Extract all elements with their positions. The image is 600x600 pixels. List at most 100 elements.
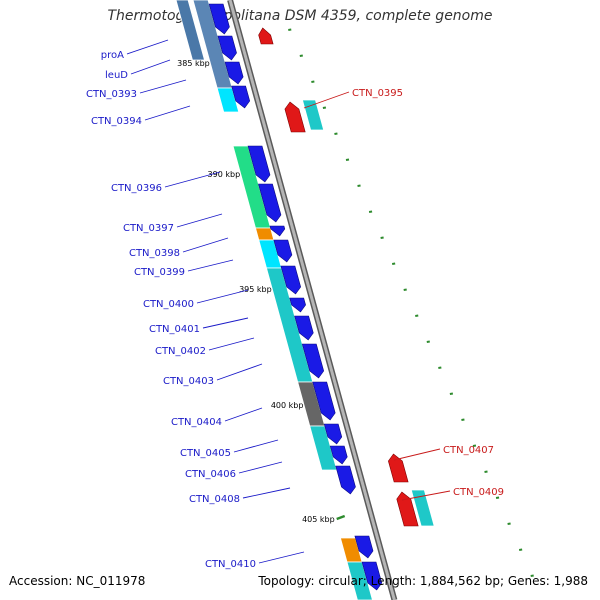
forward-gene-label: CTN_0406 — [185, 461, 283, 480]
reverse-cds-arrow — [258, 27, 274, 45]
plot-dash — [380, 236, 384, 239]
tick-label: 385 kbp — [177, 59, 210, 68]
gene-label-text: CTN_0402 — [155, 346, 206, 357]
gene-label-text: CTN_0403 — [163, 376, 214, 387]
gene-label-leader — [139, 79, 187, 94]
forward-gene-label: CTN_0399 — [134, 259, 234, 278]
plot-dash — [391, 262, 396, 265]
gene-label-leader — [233, 439, 279, 453]
gene-label-leader — [224, 407, 263, 422]
cog-color-bar — [216, 87, 240, 113]
forward-cds-arrow — [361, 561, 383, 591]
plot-dash — [461, 418, 465, 421]
gene-label-text: CTN_0396 — [111, 183, 162, 194]
gene-label-text: CTN_0398 — [129, 248, 180, 259]
gene-label-leader — [144, 105, 191, 121]
forward-cds-arrow — [354, 535, 374, 559]
plot-dash — [472, 444, 477, 447]
gene-label-leader — [208, 337, 255, 351]
forward-cds-arrow — [289, 297, 306, 313]
gene-label-text: CTN_0405 — [180, 448, 231, 459]
forward-gene-label: CTN_0393 — [86, 79, 187, 100]
reverse-gene-label: CTN_0395 — [303, 88, 403, 109]
forward-gene-label: CTN_0405 — [180, 439, 279, 459]
forward-cds-arrow — [273, 239, 293, 263]
backbone — [227, 0, 398, 600]
forward-cds-arrow — [208, 3, 230, 35]
forward-gene-label: leuD — [105, 59, 171, 81]
gene-label-leader — [187, 259, 234, 272]
forward-cds-arrow — [231, 85, 251, 109]
plot-dash — [322, 106, 327, 109]
plot-dash — [368, 210, 373, 213]
forward-gene-label: CTN_0410 — [205, 551, 305, 570]
gene-label-leader — [393, 448, 441, 461]
gene-label-text: leuD — [105, 70, 128, 81]
backbone-line — [228, 0, 396, 600]
forward-gene-label: CTN_0403 — [163, 363, 263, 387]
gene-label-leader — [196, 289, 249, 304]
tick-label: 395 kbp — [239, 285, 272, 294]
forward-gene-label: CTN_0404 — [171, 407, 263, 428]
forward-cds-arrow — [224, 61, 244, 85]
plot-dash — [484, 470, 488, 473]
cog-color-bar — [254, 227, 275, 241]
plot-dash — [357, 184, 361, 187]
tick-line — [336, 514, 346, 521]
tick-label: 405 kbp — [302, 515, 335, 524]
forward-gene-label: CTN_0401 — [149, 317, 249, 335]
forward-gene-label: CTN_0394 — [91, 105, 191, 127]
gene-label-leader — [202, 317, 249, 329]
gene-label-text: CTN_0394 — [91, 116, 142, 127]
reverse-cds-arrow — [388, 453, 409, 483]
forward-cds-arrow — [247, 145, 271, 183]
gene-label-leader — [164, 171, 221, 188]
forward-gene-label: CTN_0408 — [189, 487, 291, 505]
cog-color-bar — [301, 99, 325, 131]
reverse-cds-arrow — [396, 491, 419, 527]
forward-gene-label: CTN_0396 — [111, 171, 221, 194]
gene-label-text: CTN_0408 — [189, 494, 240, 505]
reverse-gene-label: CTN_0407 — [393, 445, 494, 461]
plot-dash — [311, 80, 315, 83]
forward-cds-arrow — [312, 381, 336, 421]
forward-cds-arrow — [217, 35, 237, 61]
genome-summary-label: Topology: circular; Length: 1,884,562 bp… — [258, 574, 588, 588]
gene-label-text: CTN_0399 — [134, 267, 185, 278]
gene-label-leader — [130, 59, 171, 75]
gene-label-leader — [242, 487, 291, 499]
gene-label-text: CTN_0409 — [453, 487, 504, 498]
gene-label-text: CTN_0407 — [443, 445, 494, 456]
gene-label-text: CTN_0406 — [185, 469, 236, 480]
forward-gene-label: CTN_0402 — [155, 337, 255, 357]
plot-dash — [495, 496, 500, 499]
gene-label-leader — [238, 461, 283, 474]
forward-cds-arrow — [294, 315, 314, 341]
forward-cds-arrow — [258, 183, 282, 223]
gene-label-leader — [216, 363, 263, 381]
gene-label-text: CTN_0401 — [149, 324, 200, 335]
forward-cds-arrow — [329, 445, 348, 465]
plot-dash — [334, 132, 338, 135]
forward-gene-label: CTN_0397 — [123, 213, 223, 234]
plot-dash — [288, 28, 292, 31]
reverse-gene-label: CTN_0409 — [401, 487, 504, 501]
gene-label-text: CTN_0400 — [143, 299, 194, 310]
forward-cds-arrow — [335, 465, 356, 495]
forward-gene-label: CTN_0398 — [129, 237, 229, 259]
plot-dash — [449, 392, 454, 395]
plot-dash — [299, 54, 303, 57]
tick-mark: 405 kbp — [302, 514, 346, 524]
gene-label-text: proA — [101, 50, 124, 61]
forward-cds-arrow — [269, 225, 286, 237]
gene-label-text: CTN_0410 — [205, 559, 256, 570]
tick-label: 390 kbp — [208, 170, 241, 179]
gene-label-leader — [126, 39, 169, 55]
gene-label-text: CTN_0393 — [86, 89, 137, 100]
tick-label: 400 kbp — [271, 401, 304, 410]
cog-color-bar — [410, 489, 435, 527]
plot-dash — [438, 366, 442, 369]
gene-label-leader — [258, 551, 305, 564]
cog-color-bar — [175, 0, 206, 61]
